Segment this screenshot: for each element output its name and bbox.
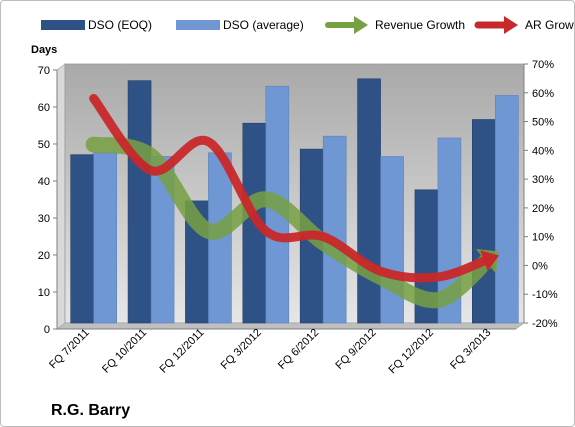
y-tick-label-3: 30	[38, 213, 50, 225]
legend-swatch-dso-eoq-	[41, 20, 85, 30]
x-tick-label-7: FQ 3/2013	[448, 327, 493, 372]
legend-arrowhead-revenue-growth	[354, 16, 368, 34]
y-axis-title: Days	[31, 44, 57, 56]
plot-side-wall	[56, 63, 66, 330]
y-tick-label-7: 70	[38, 65, 50, 77]
y-tick-label-4: 40	[38, 176, 50, 188]
y-tick-label-1: 10	[38, 287, 50, 299]
bar-dso-eoq-7	[472, 119, 496, 324]
y-tick-label-6: 60	[38, 102, 50, 114]
legend-label-ar-growth: AR Growth	[525, 18, 575, 32]
x-tick-label-0: FQ 7/2011	[47, 327, 92, 372]
legend-label-dso-eoq-: DSO (EOQ)	[88, 18, 152, 32]
x-tick-label-1: FQ 10/2011	[100, 327, 149, 376]
y2-tick-label-2: 0%	[532, 260, 548, 272]
x-tick-label-5: FQ 9/2012	[333, 327, 378, 372]
bar-dso-eoq-5	[357, 78, 381, 324]
ar-growtharrowhead	[480, 250, 500, 272]
y2-tick-label-3: 10%	[532, 232, 554, 244]
bar-dso-average-5	[380, 156, 404, 324]
legend-label-revenue-growth: Revenue Growth	[375, 18, 465, 32]
y2-tick-label-1: -10%	[532, 289, 558, 301]
y2-tick-label-9: 70%	[532, 59, 554, 71]
y2-tick-label-4: 20%	[532, 203, 554, 215]
y-tick-label-5: 50	[38, 139, 50, 151]
x-tick-label-6: FQ 12/2012	[386, 327, 436, 377]
x-tick-label-4: FQ 6/2012	[276, 327, 321, 372]
legend-label-dso-average-: DSO (average)	[223, 18, 304, 32]
plot-floor	[56, 322, 525, 330]
y-tick-label-0: 0	[44, 324, 50, 336]
y2-tick-label-0: -20%	[532, 318, 558, 330]
y2-tick-label-6: 40%	[532, 145, 554, 157]
ar-growthline	[89, 94, 493, 283]
company-name: R.G. Barry	[51, 402, 130, 419]
x-tick-label-2: FQ 12/2011	[158, 327, 207, 376]
bar-dso-average-0	[93, 152, 117, 324]
bar-dso-average-7	[495, 95, 519, 324]
bar-dso-eoq-1	[127, 80, 152, 324]
y2-tick-label-8: 60%	[532, 88, 554, 100]
bar-dso-average-4	[322, 135, 347, 324]
legend-swatch-dso-average-	[176, 20, 220, 30]
x-tick-label-3: FQ 3/2012	[219, 327, 264, 372]
y-tick-label-2: 20	[38, 250, 50, 262]
y2-tick-label-7: 50%	[532, 117, 554, 129]
legend-arrowhead-ar-growth	[504, 16, 518, 34]
y2-tick-label-5: 30%	[532, 174, 554, 186]
bar-dso-eoq-0	[70, 154, 94, 324]
